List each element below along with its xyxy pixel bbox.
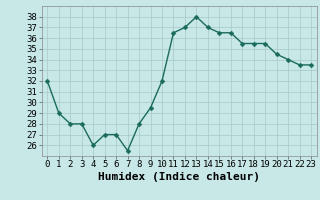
X-axis label: Humidex (Indice chaleur): Humidex (Indice chaleur) [98,172,260,182]
